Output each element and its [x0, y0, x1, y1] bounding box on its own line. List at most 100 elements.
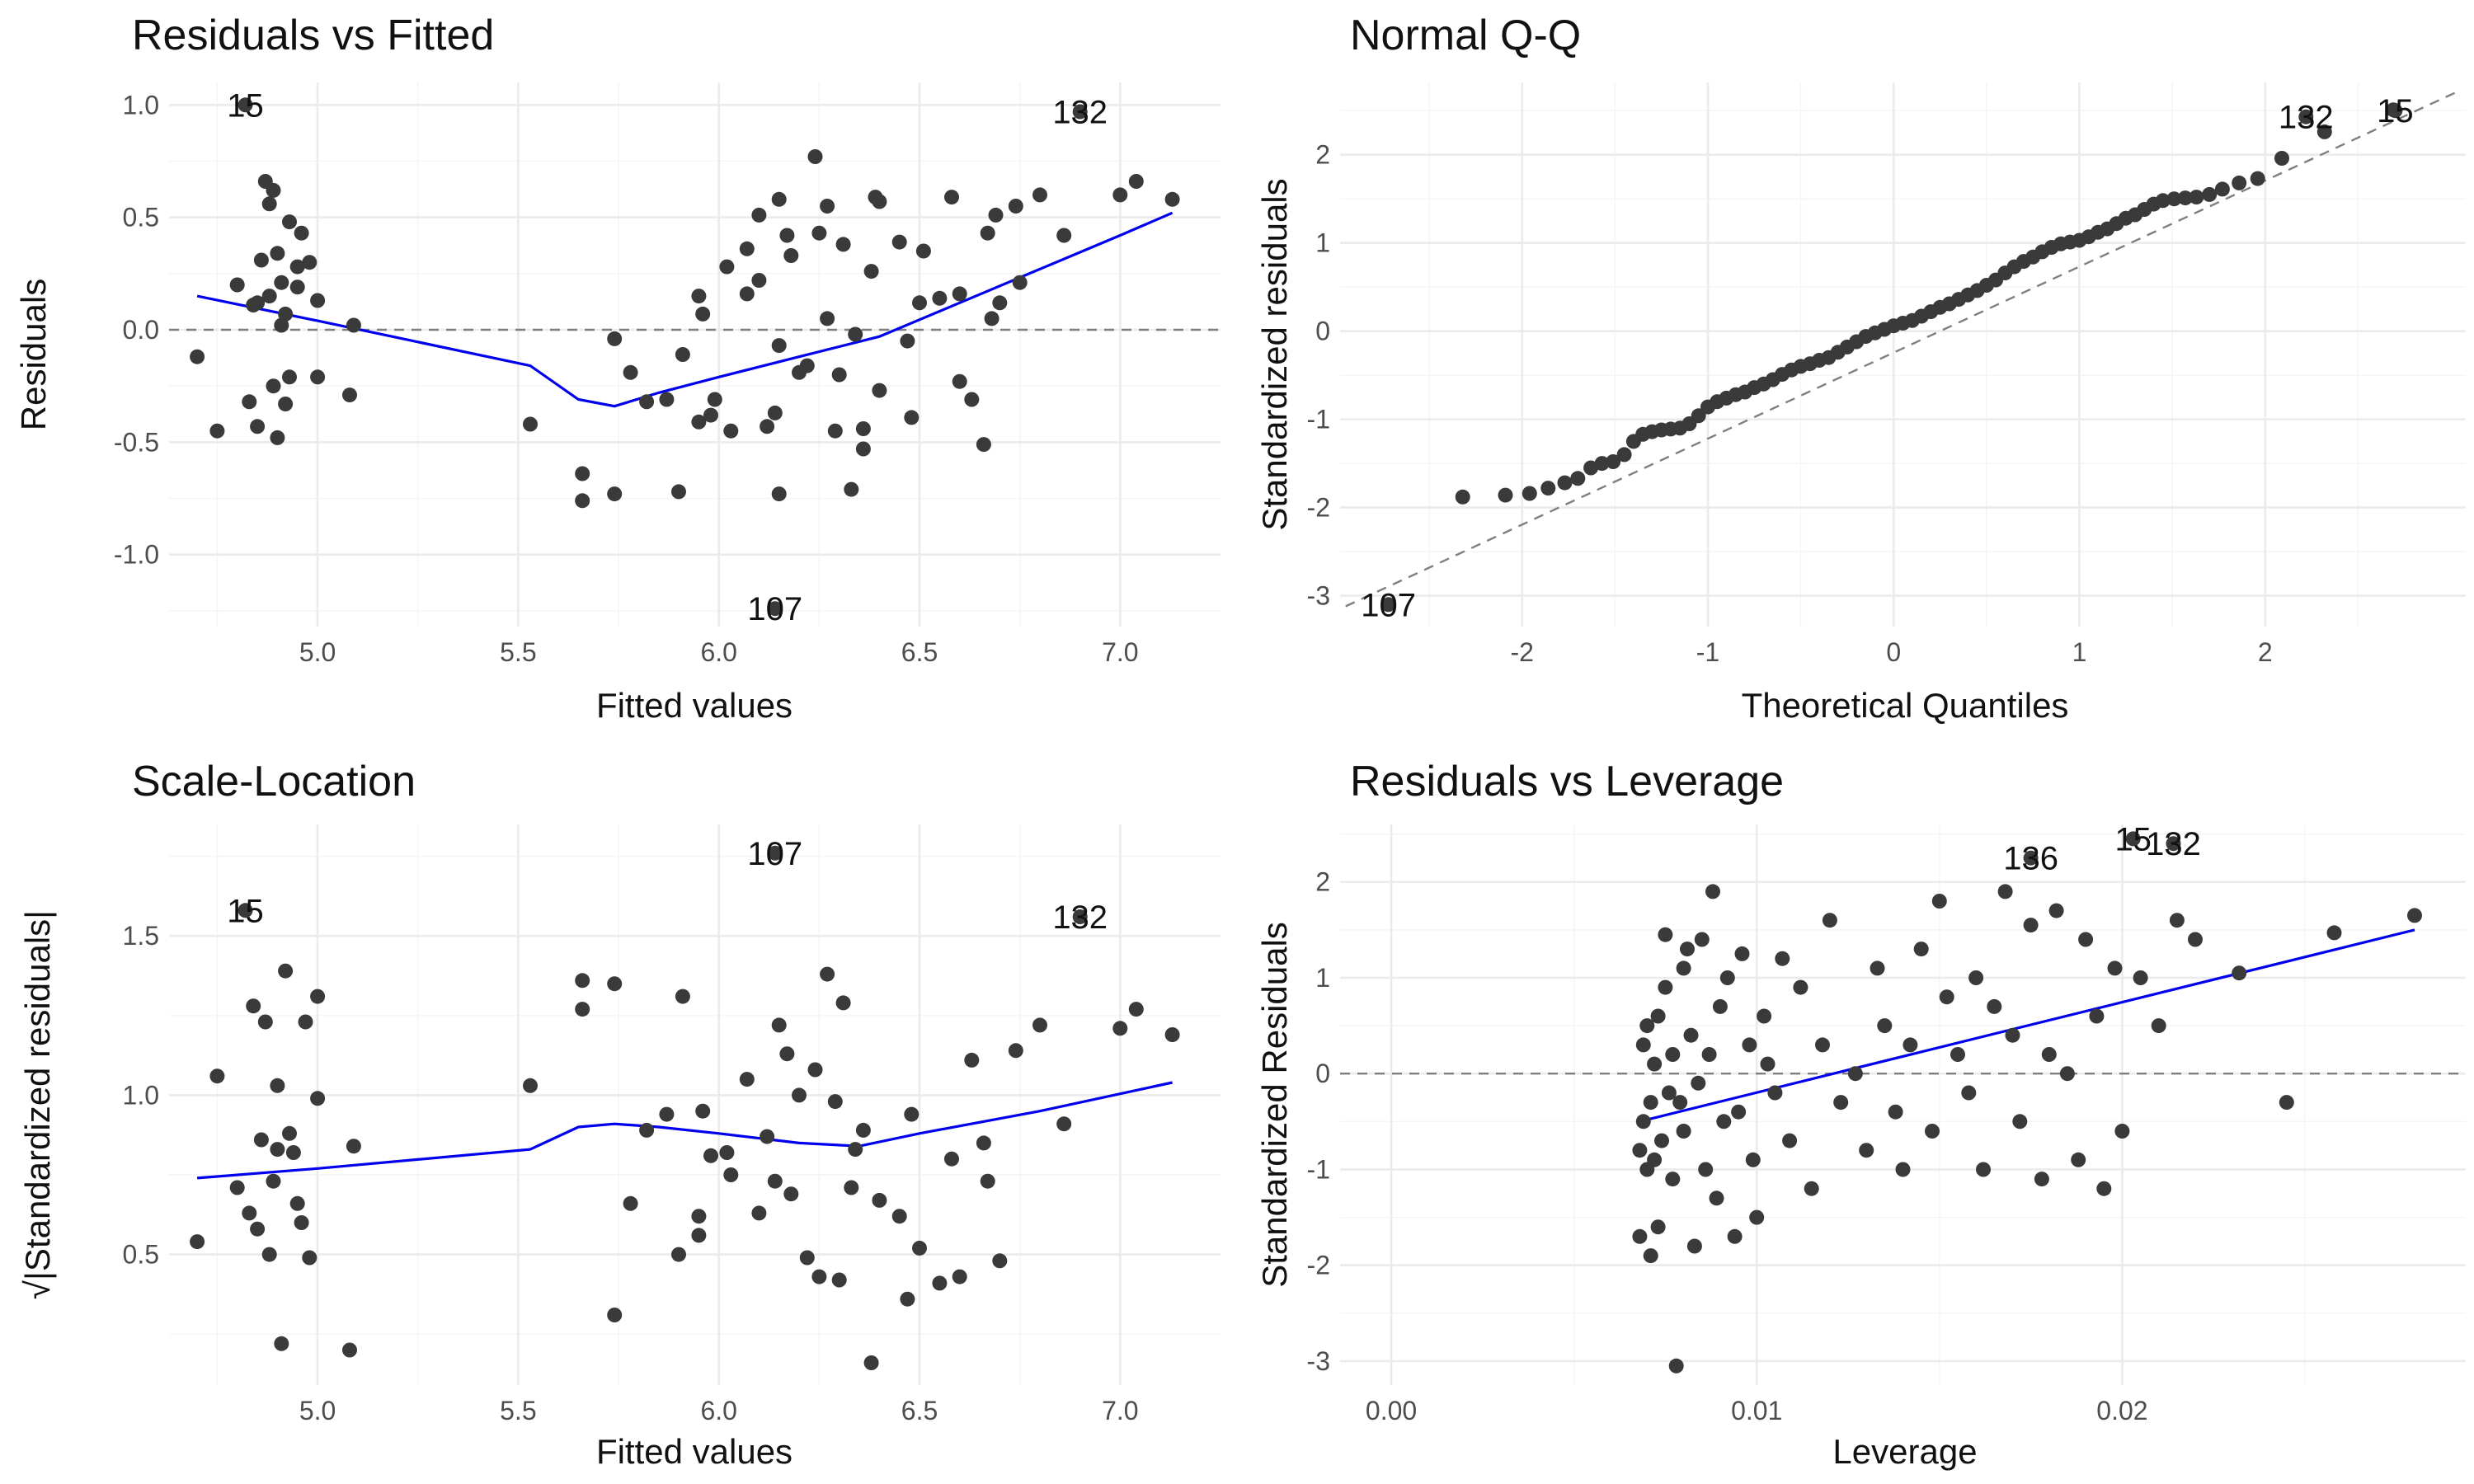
data-point [912, 1240, 927, 1256]
data-point [278, 963, 294, 979]
data-point [294, 1215, 309, 1230]
data-point [1112, 187, 1128, 203]
data-point [1632, 1143, 1648, 1158]
x-axis-label: Theoretical Quantiles [1742, 686, 2069, 725]
data-point [1712, 998, 1728, 1014]
data-point [2005, 1027, 2020, 1043]
data-point [992, 295, 1008, 311]
data-point [2034, 1172, 2049, 1187]
data-point [1976, 1162, 1991, 1177]
data-point [695, 306, 711, 322]
data-point [771, 191, 787, 207]
outlier-point [238, 903, 253, 918]
data-point [1008, 1043, 1023, 1059]
data-point [261, 196, 277, 212]
outlier-point [767, 845, 783, 861]
data-point [695, 1103, 711, 1119]
data-point [2096, 1181, 2112, 1196]
data-point [2326, 925, 2342, 941]
data-point [675, 989, 690, 1004]
data-point [639, 1122, 655, 1138]
x-tick-label: -1 [1696, 637, 1719, 667]
data-point [964, 392, 980, 407]
smooth-trend-line [196, 211, 1174, 408]
data-point [835, 995, 851, 1011]
data-point [848, 326, 863, 342]
outlier-point [2298, 109, 2314, 124]
data-point [1815, 1037, 1830, 1053]
data-point [2407, 908, 2422, 923]
data-point [872, 194, 887, 209]
data-point [289, 279, 305, 295]
data-point [831, 1272, 847, 1288]
data-point [278, 397, 294, 411]
data-point [575, 466, 590, 481]
data-point [820, 311, 835, 326]
x-tick-label: 5.5 [500, 637, 536, 667]
data-point [703, 407, 718, 423]
data-point [944, 1151, 959, 1167]
x-tick-label: 6.0 [700, 637, 736, 667]
data-point [298, 1014, 313, 1030]
data-point [751, 207, 767, 223]
data-point [992, 1253, 1008, 1269]
data-point [575, 973, 590, 989]
data-point [607, 1308, 623, 1322]
data-point [607, 486, 623, 502]
data-point [209, 1068, 225, 1084]
panel-title: Scale-Location [132, 758, 416, 805]
data-point [294, 225, 309, 241]
data-point [1734, 946, 1750, 961]
data-point [2133, 970, 2148, 985]
data-point [820, 966, 835, 982]
data-point [1012, 275, 1028, 290]
data-point [289, 259, 305, 275]
data-point [639, 394, 655, 410]
data-point [691, 1228, 707, 1243]
outlier-point [1072, 909, 1088, 924]
x-tick-label: 5.5 [500, 1396, 536, 1425]
data-point [2202, 186, 2218, 202]
data-point [1822, 913, 1837, 928]
data-point [1676, 1124, 1691, 1139]
y-tick-label: 1.0 [123, 90, 159, 120]
outlier-label: 132 [1052, 899, 1108, 936]
data-point [799, 358, 815, 373]
data-point [1757, 1008, 1772, 1024]
data-point [707, 392, 722, 407]
data-point [988, 207, 1004, 223]
data-point [1658, 927, 1673, 942]
y-tick-label: -3 [1307, 581, 1330, 611]
data-point [863, 1355, 879, 1370]
data-point [2232, 965, 2247, 981]
data-point [1782, 1133, 1798, 1148]
data-point [932, 1275, 948, 1291]
data-point [282, 1125, 297, 1141]
data-point [1455, 489, 1470, 505]
outlier-label: 132 [2279, 100, 2334, 136]
data-point [1658, 979, 1673, 995]
data-point [723, 423, 739, 439]
x-tick-label: 1 [2072, 637, 2087, 667]
data-point [1961, 1085, 1977, 1101]
data-point [1668, 1358, 1684, 1374]
data-point [723, 1167, 739, 1182]
outlier-point [2125, 831, 2141, 847]
data-point [807, 1062, 823, 1078]
data-point [1643, 1095, 1658, 1111]
x-axis-label: Leverage [1832, 1432, 1977, 1471]
data-point [1522, 486, 1537, 501]
data-point [671, 1247, 686, 1262]
data-point [751, 1205, 767, 1221]
x-tick-label: 6.0 [700, 1396, 736, 1425]
y-tick-label: -3 [1307, 1346, 1330, 1376]
data-point [2177, 190, 2193, 206]
data-point [190, 349, 205, 364]
data-point [767, 1173, 783, 1189]
data-point [1665, 1172, 1681, 1187]
data-point [257, 1014, 273, 1030]
data-point [302, 1250, 317, 1266]
y-tick-label: -1.0 [114, 540, 159, 570]
data-point [1833, 1095, 1849, 1111]
data-point [1749, 1209, 1765, 1225]
